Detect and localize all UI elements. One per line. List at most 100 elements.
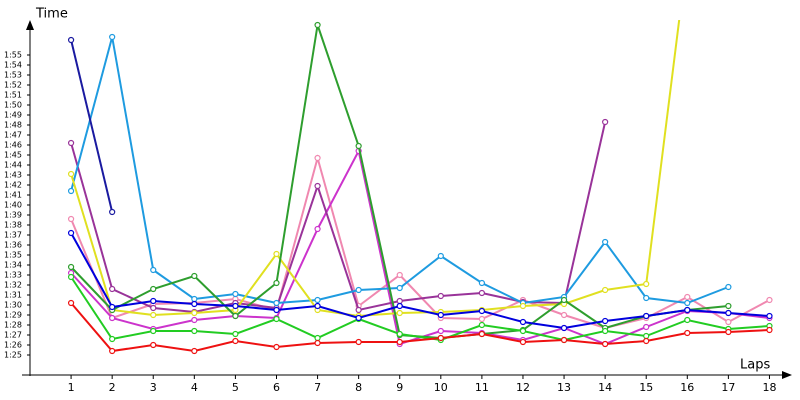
point <box>314 182 321 190</box>
point <box>232 290 239 298</box>
point <box>478 279 485 287</box>
point <box>273 250 280 258</box>
point <box>437 334 444 342</box>
x-axis-arrow <box>782 371 792 379</box>
point <box>314 339 321 347</box>
x-tick-label: 11 <box>475 381 489 394</box>
y-tick-label: 1:48 <box>4 121 22 130</box>
y-tick-label: 1:25 <box>4 351 22 360</box>
point <box>560 296 568 304</box>
x-axis-label: Laps <box>740 358 770 373</box>
point <box>355 338 362 346</box>
y-tick-label: 1:42 <box>4 181 22 190</box>
point <box>725 302 732 310</box>
point <box>478 330 485 338</box>
y-tick-label: 1:47 <box>4 131 22 140</box>
point <box>519 327 527 335</box>
y-tick-label: 1:36 <box>4 241 22 250</box>
y-tick-label: 1:35 <box>4 251 22 260</box>
point <box>232 330 239 338</box>
point <box>150 311 157 319</box>
point <box>191 309 198 317</box>
point <box>314 154 321 162</box>
point <box>643 332 650 340</box>
point <box>437 327 444 335</box>
point <box>67 273 75 281</box>
point <box>355 314 362 322</box>
point <box>109 347 116 355</box>
point <box>109 335 116 343</box>
point <box>643 312 650 320</box>
x-tick-label: 10 <box>434 381 448 394</box>
y-tick-label: 1:51 <box>4 91 22 100</box>
x-tick-label: 4 <box>191 381 198 394</box>
point <box>109 33 116 41</box>
y-tick-label: 1:38 <box>4 221 22 230</box>
x-tick-label: 6 <box>273 381 280 394</box>
point <box>355 306 362 314</box>
y-tick-label: 1:39 <box>4 211 22 220</box>
y-tick-label: 1:46 <box>4 141 22 150</box>
point <box>150 341 157 349</box>
point <box>684 299 691 307</box>
point <box>232 337 239 345</box>
x-tick-label: 7 <box>314 381 321 394</box>
y-tick-label: 1:29 <box>4 311 22 320</box>
y-tick-label: 1:33 <box>4 271 22 280</box>
y-tick-label: 1:54 <box>4 61 22 70</box>
point <box>437 252 444 260</box>
point <box>684 306 691 314</box>
point <box>67 170 75 178</box>
point <box>643 280 650 288</box>
point <box>273 343 280 351</box>
point <box>560 324 568 332</box>
y-tick-label: 1:41 <box>4 191 22 200</box>
point <box>602 238 609 246</box>
y-tick-label: 1:55 <box>4 51 22 60</box>
point <box>602 317 609 325</box>
point <box>191 327 198 335</box>
point <box>273 279 280 287</box>
point <box>519 338 527 346</box>
point <box>232 312 239 320</box>
plot-area <box>67 20 773 355</box>
x-tick-label: 9 <box>396 381 403 394</box>
x-tick-label: 15 <box>639 381 653 394</box>
point <box>314 21 321 29</box>
point <box>725 328 732 336</box>
point <box>643 323 650 331</box>
point <box>314 296 321 304</box>
point <box>478 307 485 315</box>
point <box>150 266 157 274</box>
point <box>396 271 403 279</box>
y-tick-label: 1:52 <box>4 81 22 90</box>
x-tick-label: 1 <box>68 381 75 394</box>
point <box>191 272 198 280</box>
x-tick-label: 18 <box>762 381 776 394</box>
series-line <box>70 39 114 213</box>
x-tick-label: 14 <box>598 381 612 394</box>
point <box>191 300 198 308</box>
point <box>355 286 362 294</box>
point <box>437 311 444 319</box>
point <box>725 283 732 291</box>
series-line <box>70 36 729 305</box>
point <box>602 286 609 294</box>
y-tick-label: 1:45 <box>4 151 22 160</box>
y-axis-label: Time <box>35 7 68 22</box>
y-tick-label: 1:26 <box>4 341 22 350</box>
series-line <box>70 302 770 353</box>
x-tick-label: 3 <box>150 381 157 394</box>
x-tick-label: 5 <box>232 381 239 394</box>
point <box>355 142 362 150</box>
y-tick-label: 1:53 <box>4 71 22 80</box>
point <box>67 299 75 307</box>
y-tick-label: 1:40 <box>4 201 22 210</box>
point <box>67 187 75 195</box>
y-tick-label: 1:43 <box>4 171 22 180</box>
point <box>560 336 568 344</box>
point <box>478 321 485 329</box>
point <box>396 297 403 305</box>
y-tick-label: 1:34 <box>4 261 22 270</box>
point <box>191 295 198 303</box>
